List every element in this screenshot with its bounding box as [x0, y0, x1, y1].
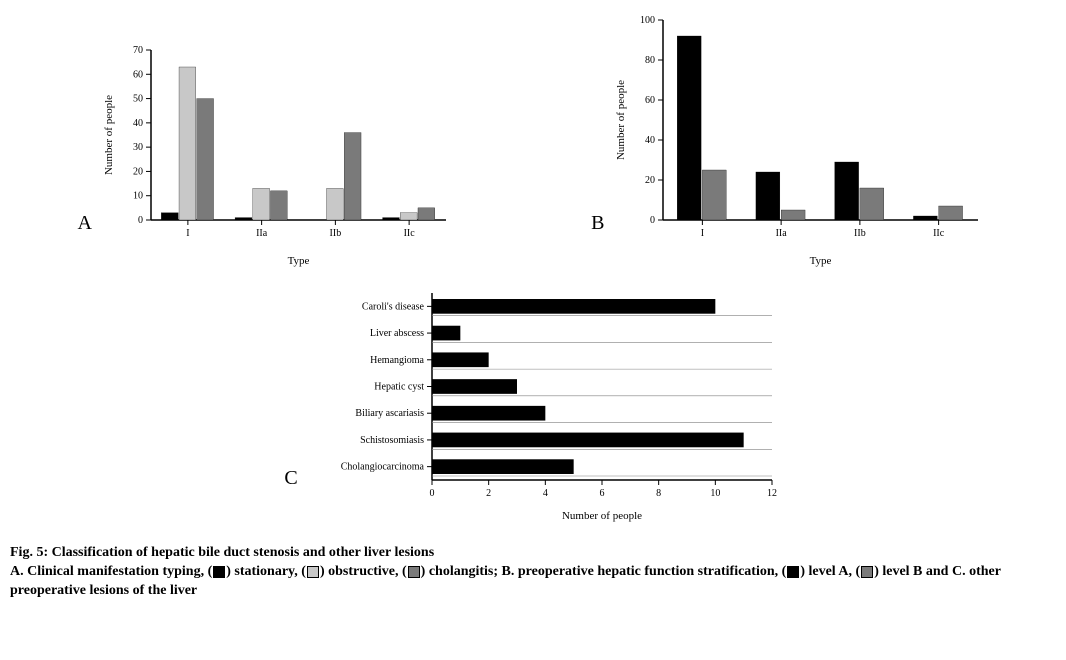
figure-caption: Fig. 5: Classification of hepatic bile d…	[10, 544, 1056, 601]
svg-text:IIb: IIb	[854, 228, 866, 239]
svg-text:60: 60	[645, 95, 655, 106]
svg-text:12: 12	[767, 488, 777, 499]
caption-sub: A. Clinical manifestation typing, ( ) sta…	[10, 563, 1056, 601]
chart-A: 0 10 20 30 40 50 60 70 I IIa IIb IIc Type Number of p…	[96, 40, 456, 275]
bottom-row: C Caroli's disease Liver abscess Hemangiom…	[10, 285, 1056, 530]
svg-text:2: 2	[486, 488, 491, 499]
svg-text:IIc: IIc	[404, 228, 416, 239]
svg-text:6: 6	[599, 488, 604, 499]
svg-text:Hemangioma: Hemangioma	[370, 355, 424, 366]
svg-text:60: 60	[133, 69, 143, 80]
svg-text:0: 0	[650, 215, 655, 226]
svg-text:100: 100	[640, 15, 655, 26]
svg-text:Schistosomiasis: Schistosomiasis	[360, 435, 424, 446]
svg-text:Type: Type	[810, 255, 832, 267]
svg-text:50: 50	[133, 94, 143, 105]
caption-text: ) obstructive, (	[320, 564, 407, 579]
svg-text:Number of people: Number of people	[615, 80, 627, 160]
svg-text:20: 20	[645, 175, 655, 186]
swatch-stationary	[213, 566, 225, 578]
panel-B-wrap: B 0 20 40 60 80 100 I IIa IIb IIc Type Number of pe…	[591, 10, 988, 275]
svg-text:Type: Type	[288, 255, 310, 267]
top-row: A 0 10 20 30 40 50 60 70 I IIa IIb IIc Type Number of…	[10, 10, 1056, 275]
svg-text:IIc: IIc	[934, 228, 946, 239]
svg-text:Hepatic cyst: Hepatic cyst	[374, 382, 424, 393]
svg-text:Biliary ascariasis: Biliary ascariasis	[355, 408, 424, 419]
panel-A-wrap: A 0 10 20 30 40 50 60 70 I IIa IIb IIc Type Number of…	[78, 40, 456, 275]
svg-text:Caroli's disease: Caroli's disease	[362, 301, 425, 312]
chart-C: Caroli's disease Liver abscess Hemangioma H…	[302, 285, 782, 530]
swatch-cholangitis	[408, 566, 420, 578]
svg-text:IIb: IIb	[330, 228, 342, 239]
svg-text:80: 80	[645, 55, 655, 66]
svg-text:Cholangiocarcinoma: Cholangiocarcinoma	[340, 462, 424, 473]
svg-text:4: 4	[543, 488, 548, 499]
svg-text:Liver abscess: Liver abscess	[370, 328, 424, 339]
panel-B-label: B	[591, 212, 604, 235]
swatch-levelB	[861, 566, 873, 578]
svg-text:Number of people: Number of people	[103, 95, 115, 175]
caption-text: A. Clinical manifestation typing, (	[10, 564, 212, 579]
svg-text:10: 10	[710, 488, 720, 499]
svg-text:0: 0	[138, 215, 143, 226]
svg-text:I: I	[701, 228, 704, 239]
svg-text:Number of people: Number of people	[562, 510, 642, 522]
svg-text:I: I	[186, 228, 189, 239]
caption-text: ) stationary, (	[226, 564, 306, 579]
svg-text:20: 20	[133, 166, 143, 177]
svg-text:40: 40	[133, 118, 143, 129]
caption-title: Fig. 5: Classification of hepatic bile d…	[10, 544, 1056, 563]
caption-text: ) cholangitis; B. preoperative hepatic f…	[421, 564, 787, 579]
caption-text: ) level A, (	[800, 564, 860, 579]
svg-text:0: 0	[429, 488, 434, 499]
chart-B: 0 20 40 60 80 100 I IIa IIb IIc Type Number of peop…	[608, 10, 988, 275]
svg-text:IIa: IIa	[776, 228, 788, 239]
svg-text:30: 30	[133, 142, 143, 153]
svg-text:8: 8	[656, 488, 661, 499]
panel-C-label: C	[284, 467, 297, 490]
panel-C-wrap: C Caroli's disease Liver abscess Hemangiom…	[284, 285, 781, 530]
svg-text:IIa: IIa	[256, 228, 268, 239]
panel-A-label: A	[78, 212, 92, 235]
svg-text:40: 40	[645, 135, 655, 146]
svg-text:10: 10	[133, 191, 143, 202]
svg-text:70: 70	[133, 45, 143, 56]
swatch-levelA	[787, 566, 799, 578]
swatch-obstructive	[307, 566, 319, 578]
